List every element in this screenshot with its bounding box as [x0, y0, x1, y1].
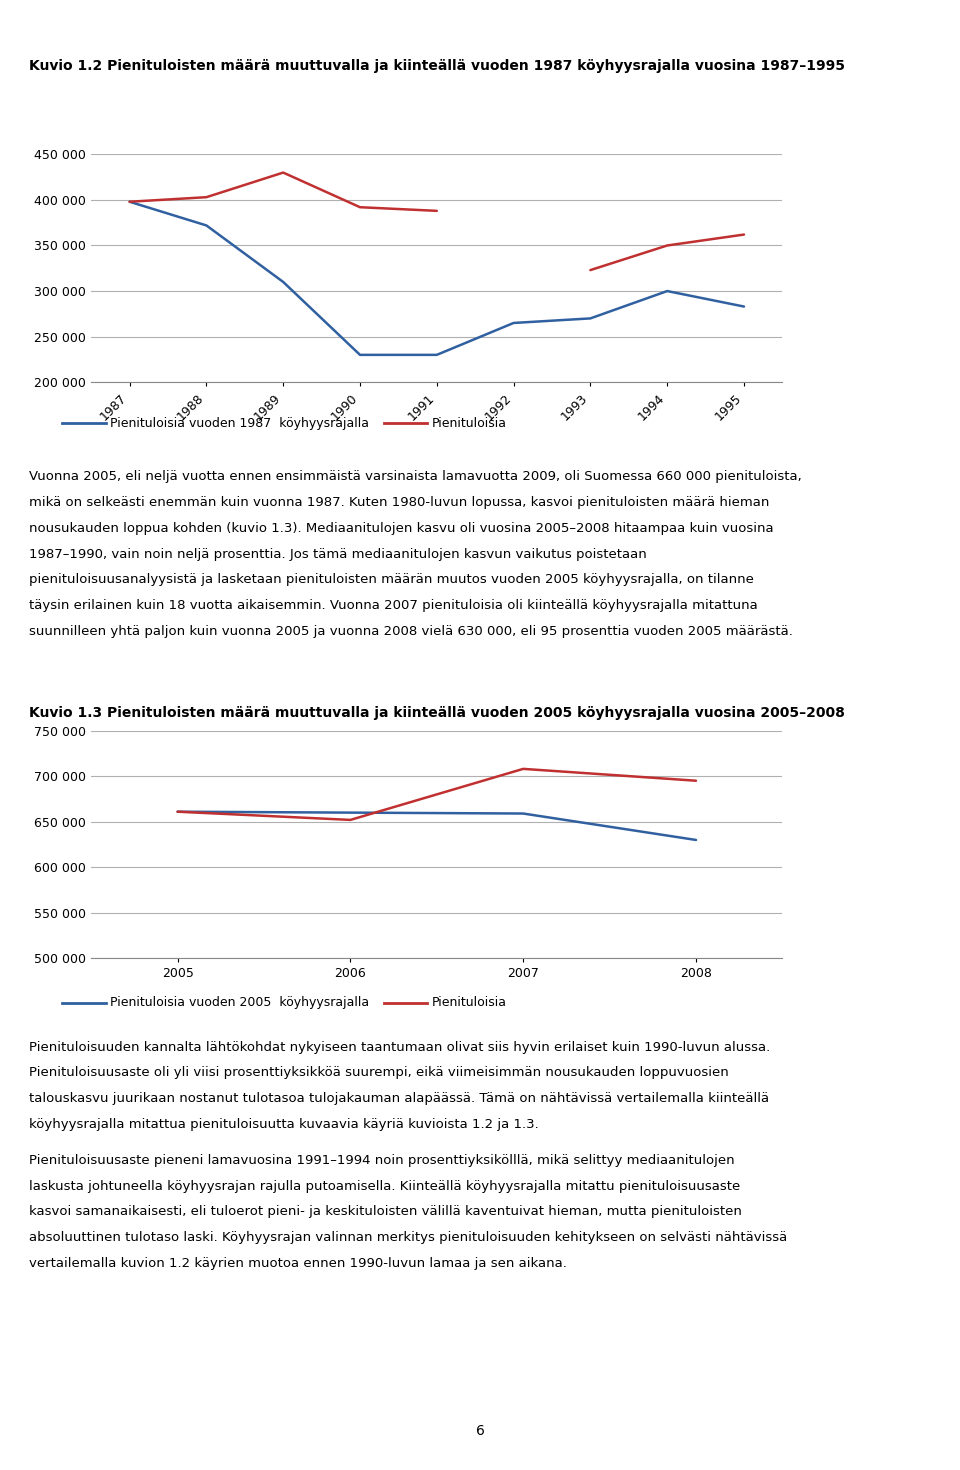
Text: 1987–1990, vain noin neljä prosenttia. Jos tämä mediaanitulojen kasvun vaikutus : 1987–1990, vain noin neljä prosenttia. J…: [29, 547, 646, 560]
Text: 6: 6: [475, 1423, 485, 1438]
Text: Pienituloisuuden kannalta lähtökohdat nykyiseen taantumaan olivat siis hyvin eri: Pienituloisuuden kannalta lähtökohdat ny…: [29, 1041, 770, 1054]
Text: Pienituloisuusaste oli yli viisi prosenttiyksikköä suurempi, eikä viimeisimmän n: Pienituloisuusaste oli yli viisi prosent…: [29, 1067, 729, 1079]
Text: nousukauden loppua kohden (kuvio 1.3). Mediaanitulojen kasvu oli vuosina 2005–20: nousukauden loppua kohden (kuvio 1.3). M…: [29, 522, 774, 535]
Text: Vuonna 2005, eli neljä vuotta ennen ensimmäistä varsinaista lamavuotta 2009, oli: Vuonna 2005, eli neljä vuotta ennen ensi…: [29, 470, 802, 484]
Text: absoluuttinen tulotaso laski. Köyhyysrajan valinnan merkitys pienituloisuuden ke: absoluuttinen tulotaso laski. Köyhyysraj…: [29, 1232, 787, 1244]
Text: Kuvio 1.2 Pienituloisten määrä muuttuvalla ja kiinteällä vuoden 1987 köyhyysraja: Kuvio 1.2 Pienituloisten määrä muuttuval…: [29, 59, 845, 74]
Text: Pienituloisia: Pienituloisia: [432, 997, 507, 1008]
Text: suunnilleen yhtä paljon kuin vuonna 2005 ja vuonna 2008 vielä 630 000, eli 95 pr: suunnilleen yhtä paljon kuin vuonna 2005…: [29, 625, 793, 638]
Text: täysin erilainen kuin 18 vuotta aikaisemmin. Vuonna 2007 pienituloisia oli kiint: täysin erilainen kuin 18 vuotta aikaisem…: [29, 600, 757, 612]
Text: vertailemalla kuvion 1.2 käyrien muotoa ennen 1990-luvun lamaa ja sen aikana.: vertailemalla kuvion 1.2 käyrien muotoa …: [29, 1257, 566, 1270]
Text: köyhyysrajalla mitattua pienituloisuutta kuvaavia käyriä kuvioista 1.2 ja 1.3.: köyhyysrajalla mitattua pienituloisuutta…: [29, 1117, 539, 1130]
Text: mikä on selkeästi enemmän kuin vuonna 1987. Kuten 1980-luvun lopussa, kasvoi pie: mikä on selkeästi enemmän kuin vuonna 19…: [29, 497, 769, 509]
Text: talouskasvu juurikaan nostanut tulotasoa tulojakauman alapäässä. Tämä on nähtävi: talouskasvu juurikaan nostanut tulotasoa…: [29, 1092, 769, 1105]
Text: laskusta johtuneella köyhyysrajan rajulla putoamisella. Kiinteällä köyhyysrajall: laskusta johtuneella köyhyysrajan rajull…: [29, 1179, 740, 1192]
Text: Kuvio 1.3 Pienituloisten määrä muuttuvalla ja kiinteällä vuoden 2005 köyhyysraja: Kuvio 1.3 Pienituloisten määrä muuttuval…: [29, 706, 845, 720]
Text: Pienituloisia: Pienituloisia: [432, 417, 507, 429]
Text: Pienituloisia vuoden 2005  köyhyysrajalla: Pienituloisia vuoden 2005 köyhyysrajalla: [110, 997, 370, 1008]
Text: pienituloisuusanalyysistä ja lasketaan pienituloisten määrän muutos vuoden 2005 : pienituloisuusanalyysistä ja lasketaan p…: [29, 573, 754, 587]
Text: Pienituloisia vuoden 1987  köyhyysrajalla: Pienituloisia vuoden 1987 köyhyysrajalla: [110, 417, 370, 429]
Text: Pienituloisuusaste pieneni lamavuosina 1991–1994 noin prosenttiyksikölllä, mikä : Pienituloisuusaste pieneni lamavuosina 1…: [29, 1154, 734, 1167]
Text: kasvoi samanaikaisesti, eli tuloerot pieni- ja keskituloisten välillä kaventuiva: kasvoi samanaikaisesti, eli tuloerot pie…: [29, 1205, 742, 1219]
